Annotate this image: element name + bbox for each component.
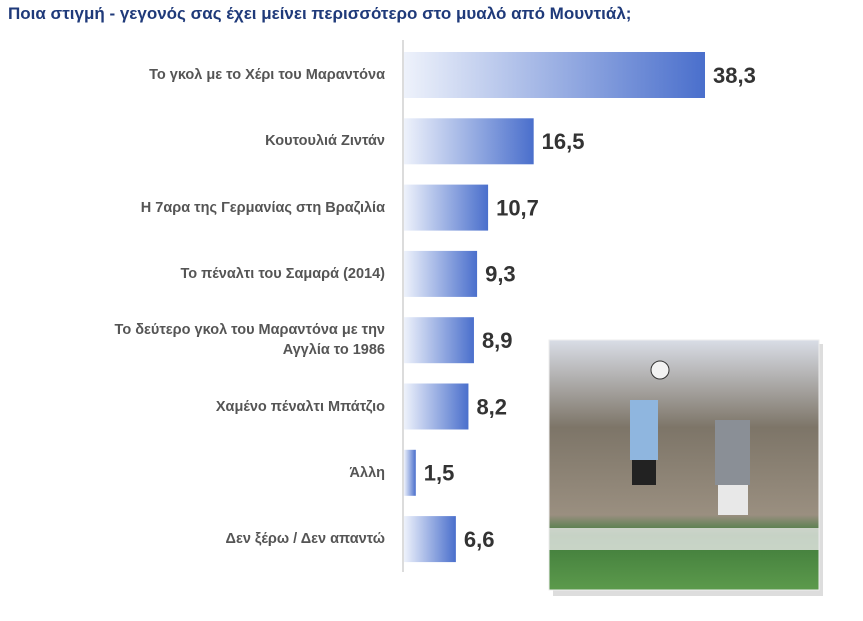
bar bbox=[404, 383, 469, 430]
bar bbox=[404, 184, 489, 231]
chart-title: Ποια στιγμή - γεγονός σας έχει μείνει πε… bbox=[8, 4, 632, 23]
bar bbox=[404, 516, 456, 563]
category-label: Το γκολ με το Χέρι του Μαραντόνα bbox=[149, 67, 385, 83]
value-label: 6,6 bbox=[464, 527, 495, 552]
value-label: 10,7 bbox=[496, 195, 539, 220]
category-label: Το πέναλτι του Σαμαρά (2014) bbox=[180, 265, 385, 282]
bar bbox=[404, 52, 705, 98]
value-label: 8,9 bbox=[482, 328, 513, 353]
bar bbox=[404, 118, 534, 165]
bar bbox=[404, 250, 478, 297]
category-label: Δεν ξέρω / Δεν απαντώ bbox=[225, 531, 385, 548]
category-label: Άλλη bbox=[349, 464, 385, 481]
category-label: Η 7αρα της Γερμανίας στη Βραζιλία bbox=[140, 199, 385, 216]
value-label: 1,5 bbox=[424, 461, 455, 486]
bar bbox=[404, 317, 474, 364]
value-label: 38,3 bbox=[713, 63, 756, 88]
value-label: 16,5 bbox=[542, 129, 585, 154]
category-label: Χαμένο πέναλτι Μπάτζιο bbox=[215, 398, 385, 415]
value-label: 9,3 bbox=[485, 262, 516, 287]
photo bbox=[548, 339, 823, 596]
category-label: Το δεύτερο γκολ του Μαραντόνα με την Αγγ… bbox=[114, 322, 385, 359]
bar bbox=[404, 449, 416, 496]
category-label: Κουτουλιά Ζιντάν bbox=[265, 133, 385, 150]
value-label: 8,2 bbox=[476, 394, 507, 419]
